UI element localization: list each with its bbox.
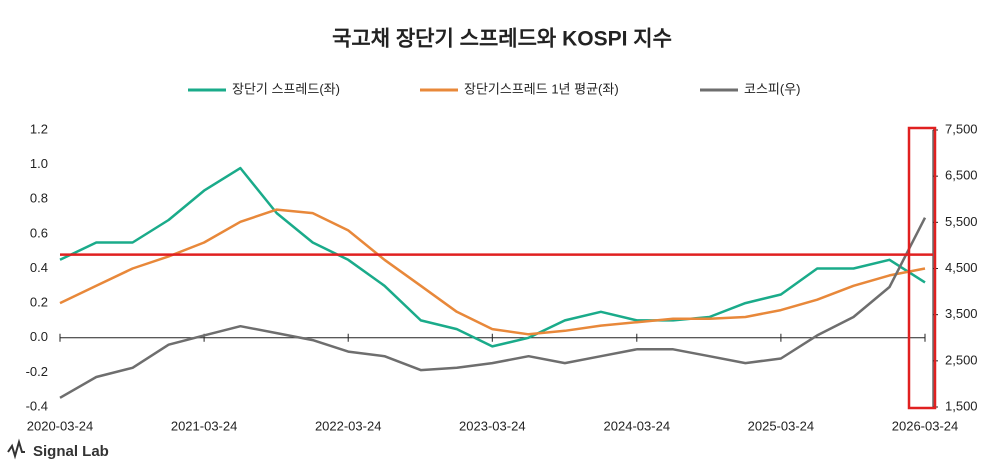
series-line	[59, 166, 926, 348]
highlight-box	[907, 126, 937, 410]
brand: Signal Lab	[7, 438, 109, 460]
y-tick-label: 0.2	[30, 295, 48, 310]
x-tick-label: 2022-03-24	[315, 418, 382, 433]
y2-tick-label: 5,500	[945, 214, 978, 229]
y-tick-label: 1.2	[30, 121, 48, 136]
x-tick-label: 2023-03-24	[459, 418, 526, 433]
y2-tick-label: 4,500	[945, 260, 978, 275]
y2-tick-label: 7,500	[945, 121, 978, 136]
chart-title: 국고채 장단기 스프레드와 KOSPI 지수	[332, 28, 672, 51]
y2-tick-label: 2,500	[945, 352, 978, 367]
legend-label: 장단기 스프레드(좌)	[232, 81, 340, 96]
series-line	[59, 208, 926, 336]
y-tick-label: -0.4	[26, 398, 48, 413]
series-line	[59, 217, 927, 399]
legend-label: 코스피(우)	[744, 81, 801, 96]
x-tick-label: 2021-03-24	[171, 418, 238, 433]
x-tick-label: 2026-03-24	[892, 418, 959, 433]
y2-tick-label: 1,500	[945, 398, 978, 413]
brand-icon	[7, 438, 25, 460]
y-tick-label: 1.0	[30, 156, 48, 171]
y-tick-label: -0.2	[26, 364, 48, 379]
legend-label: 장단기스프레드 1년 평균(좌)	[464, 81, 619, 96]
y-tick-label: 0.0	[30, 329, 48, 344]
y-tick-label: 0.8	[30, 191, 48, 206]
x-tick-label: 2024-03-24	[604, 418, 671, 433]
y2-tick-label: 6,500	[945, 168, 978, 183]
brand-text: Signal Lab	[33, 443, 109, 460]
x-tick-label: 2020-03-24	[27, 418, 94, 433]
y2-tick-label: 3,500	[945, 306, 978, 321]
y-tick-label: 0.6	[30, 225, 48, 240]
y-tick-label: 0.4	[30, 260, 48, 275]
x-tick-label: 2025-03-24	[748, 418, 815, 433]
